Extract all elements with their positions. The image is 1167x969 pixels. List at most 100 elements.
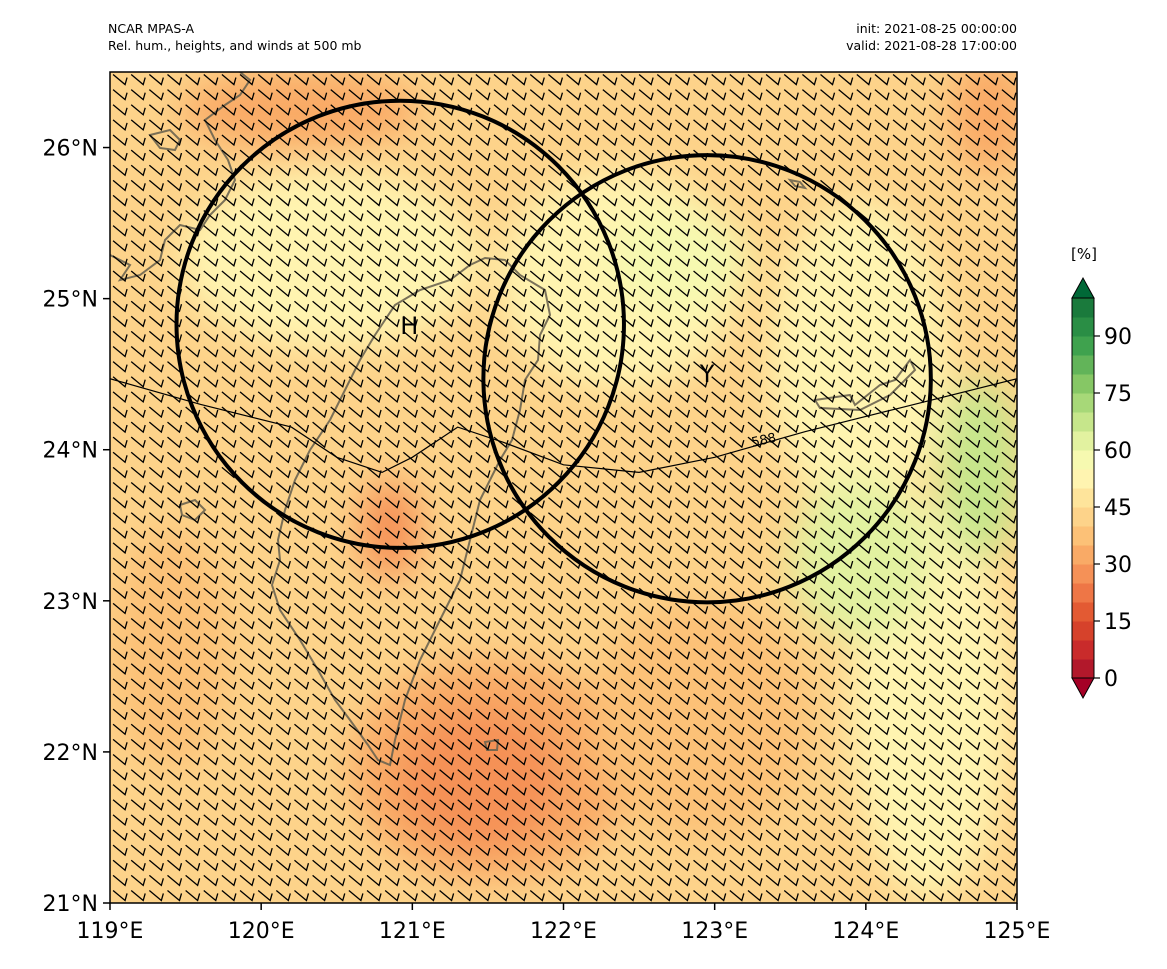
wind-barb <box>457 285 473 298</box>
wind-barb <box>783 663 799 675</box>
wind-barb <box>221 874 237 887</box>
wind-barb <box>493 255 509 268</box>
wind-barb <box>910 708 926 721</box>
wind-barb <box>148 285 164 298</box>
wind-barb <box>148 784 164 796</box>
wind-barb <box>892 708 908 721</box>
wind-barb <box>874 391 890 403</box>
wind-barb <box>402 587 418 600</box>
wind-barb <box>402 799 418 811</box>
wind-barb <box>928 164 944 177</box>
wind-barb <box>148 602 164 615</box>
wind-barb <box>148 74 164 86</box>
wind-barb <box>511 119 527 132</box>
wind-barb <box>384 723 400 736</box>
wind-barb <box>656 421 672 434</box>
wind-barb <box>221 361 237 373</box>
wind-barb <box>983 753 999 766</box>
wind-barb <box>910 179 926 192</box>
wind-barb <box>783 74 799 86</box>
wind-barb <box>112 119 128 132</box>
wind-barb <box>638 74 654 86</box>
wind-barb <box>457 512 473 524</box>
wind-barb <box>965 74 981 86</box>
wind-barb <box>203 330 219 343</box>
wind-barb <box>674 315 691 328</box>
wind-barb <box>638 451 654 464</box>
wind-barb <box>838 829 854 842</box>
wind-barb <box>493 497 509 509</box>
wind-barb <box>148 829 164 842</box>
wind-barb <box>548 300 564 313</box>
wind-barb <box>348 194 364 207</box>
wind-barb <box>348 693 364 706</box>
wind-barb <box>838 859 854 872</box>
wind-barb <box>421 451 437 464</box>
wind-barb <box>747 799 763 811</box>
wind-barb <box>257 346 273 358</box>
wind-barb <box>130 466 146 479</box>
wind-barb <box>239 829 255 842</box>
wind-barb <box>729 361 745 373</box>
wind-barb <box>566 376 582 388</box>
wind-barb <box>874 300 890 313</box>
wind-barb <box>874 330 890 343</box>
wind-barb <box>112 89 128 101</box>
wind-barb <box>421 663 437 675</box>
wind-barb <box>475 889 491 902</box>
wind-barb <box>783 814 799 827</box>
wind-barb <box>693 799 709 811</box>
wind-barb <box>421 693 437 706</box>
wind-barb <box>112 210 128 222</box>
wind-barb <box>638 391 654 403</box>
wind-barb <box>765 633 781 645</box>
wind-barb <box>475 663 491 675</box>
plot-area: 588 HY <box>110 72 1017 903</box>
wind-barb <box>674 225 691 237</box>
wind-barb <box>820 421 836 434</box>
wind-barb <box>384 300 400 313</box>
wind-barb <box>493 753 509 766</box>
wind-barb <box>529 572 545 585</box>
wind-barb <box>384 889 400 902</box>
wind-barb <box>112 859 128 872</box>
wind-barb <box>148 663 164 675</box>
wind-barb <box>820 376 836 388</box>
wind-barb <box>783 497 799 509</box>
wind-barb <box>167 149 183 162</box>
wind-barb <box>656 723 672 736</box>
wind-barb <box>801 799 818 811</box>
wind-barb <box>257 315 273 328</box>
wind-barb <box>421 225 437 237</box>
wind-barb <box>910 859 926 872</box>
wind-barb <box>747 391 763 403</box>
wind-barb <box>457 179 473 192</box>
wind-barb <box>384 466 400 479</box>
wind-barb <box>548 799 564 811</box>
wind-barb <box>620 119 636 132</box>
wind-barb <box>838 587 854 600</box>
wind-barb <box>729 799 745 811</box>
wind-barb <box>656 346 672 358</box>
wind-barb <box>148 315 164 328</box>
wind-barb <box>439 421 455 434</box>
wind-barb <box>112 466 128 479</box>
wind-barb <box>856 240 872 252</box>
wind-barb <box>729 376 745 388</box>
wind-barb <box>402 391 418 403</box>
wind-barb <box>239 663 255 675</box>
wind-barb <box>928 179 944 192</box>
wind-barb <box>548 406 564 419</box>
colorbar-extend-low <box>1071 677 1095 700</box>
wind-barb <box>457 300 473 313</box>
wind-barb <box>294 723 310 736</box>
wind-barb <box>765 194 781 207</box>
wind-barb <box>511 164 527 177</box>
wind-barb <box>566 723 582 736</box>
wind-barb <box>1001 527 1017 539</box>
wind-barb <box>167 723 183 736</box>
wind-barb <box>548 330 564 343</box>
wind-barb <box>330 104 346 116</box>
wind-barb <box>711 436 727 449</box>
